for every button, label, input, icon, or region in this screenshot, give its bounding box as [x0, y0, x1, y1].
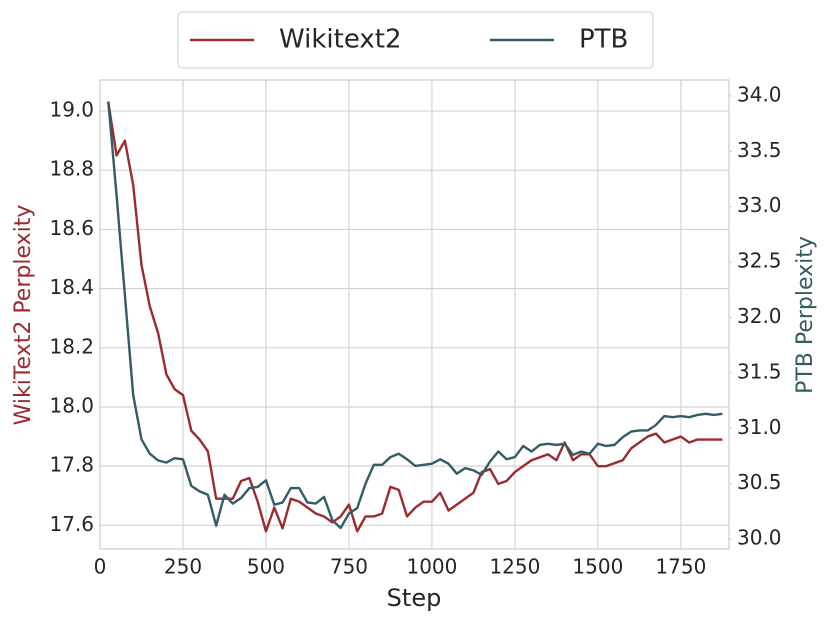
x-tick-label: 1500 [572, 555, 623, 579]
y-tick-label: 17.6 [49, 512, 94, 536]
legend: Wikitext2 PTB [177, 11, 654, 69]
plot-area [99, 79, 730, 550]
y2-tick-label: 32.5 [737, 249, 782, 273]
y-tick-label: 18.8 [49, 157, 94, 181]
y-tick-label: 17.8 [49, 453, 94, 477]
line-series [107, 101, 723, 530]
grid [99, 80, 729, 549]
legend-label: Wikitext2 [279, 25, 402, 55]
line-series [107, 102, 723, 533]
y-tick-label: 18.6 [49, 216, 94, 240]
y2-axis-label: PTB Perplexity [793, 236, 818, 394]
x-tick-label: 0 [94, 555, 107, 579]
y2-tick-label: 34.0 [737, 82, 782, 106]
x-axis-label: Step [387, 584, 442, 612]
y-tick-label: 18.0 [49, 393, 94, 417]
y-axis-label: WikiText2 Perplexity [11, 205, 36, 426]
y-tick-label: 18.4 [49, 275, 94, 299]
x-tick-label: 500 [247, 555, 285, 579]
x-tick-label: 1000 [406, 555, 457, 579]
legend-box [177, 11, 654, 69]
y2-tick-label: 31.0 [737, 415, 782, 439]
x-tick-label: 1750 [655, 555, 706, 579]
x-tick-label: 250 [164, 555, 202, 579]
y2-tick-label: 33.0 [737, 193, 782, 217]
lines [107, 101, 723, 533]
ticks: 0 250 500 750 1000 1250 1500 1750 17.6 17.8 18.0 18… [49, 82, 781, 578]
x-tick-label: 750 [330, 555, 368, 579]
y2-tick-label: 33.5 [737, 138, 782, 162]
x-tick-label: 1250 [489, 555, 540, 579]
y2-tick-label: 31.5 [737, 359, 782, 383]
y2-tick-label: 30.0 [737, 526, 782, 550]
y2-tick-label: 30.5 [737, 470, 782, 494]
y-tick-label: 18.2 [49, 334, 94, 358]
y-tick-label: 19.0 [49, 98, 94, 122]
y2-tick-label: 32.0 [737, 304, 782, 328]
legend-label: PTB [579, 25, 628, 55]
